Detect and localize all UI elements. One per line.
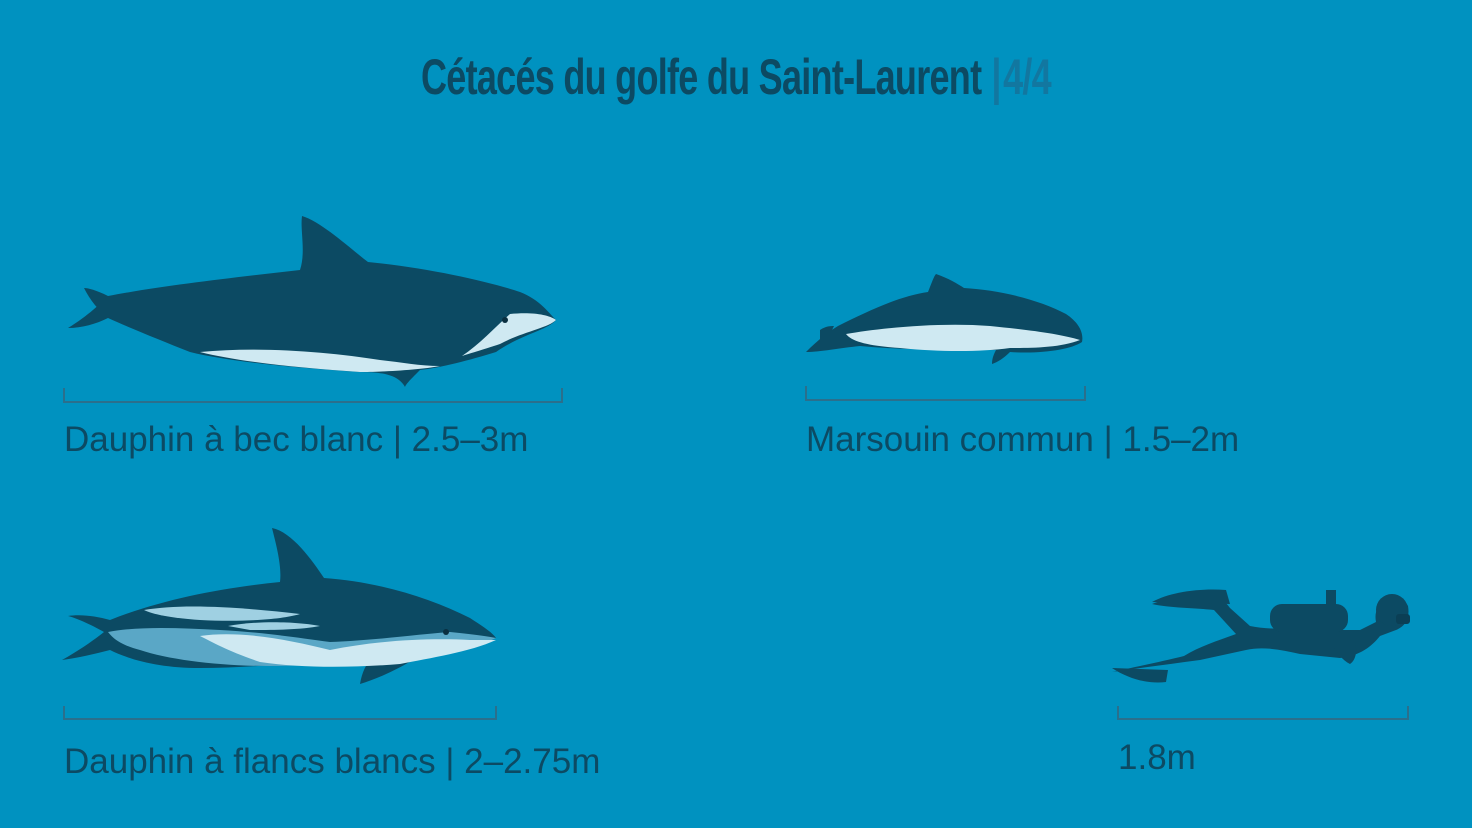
page-title: Cétacés du golfe du Saint-Laurent | 4/4 — [206, 48, 1266, 106]
harbour-porpoise-belly — [846, 324, 1080, 351]
harbour-porpoise-fluke — [820, 326, 834, 348]
white-sided-dolphin-white-patch — [144, 606, 300, 621]
diver-label: 1.8m — [1118, 738, 1196, 777]
harbour-porpoise-illustration — [805, 274, 1086, 401]
white-beaked-dolphin-illustration — [63, 216, 563, 403]
white-beaked-dolphin-scale-bar — [63, 388, 563, 403]
page-indicator: 4/4 — [1003, 49, 1052, 105]
harbour-porpoise-scale-bar — [805, 386, 1086, 401]
white-beaked-dolphin-body — [68, 216, 556, 387]
white-beaked-dolphin-label: Dauphin à bec blanc | 2.5–3m — [64, 420, 529, 459]
diver-arm — [1330, 640, 1357, 664]
white-sided-dolphin-label: Dauphin à flancs blancs | 2–2.75m — [64, 742, 601, 781]
diver-tank-valve — [1326, 590, 1336, 606]
white-beaked-dolphin-belly — [200, 349, 440, 372]
white-beaked-dolphin-eye — [502, 317, 508, 323]
scuba-diver-illustration — [1112, 589, 1410, 720]
white-sided-dolphin-illustration — [62, 528, 497, 720]
diver-body — [1112, 594, 1409, 672]
white-sided-dolphin-scale-bar — [63, 706, 497, 720]
white-beaked-dolphin-beak — [462, 313, 556, 356]
diver-scale-bar — [1117, 706, 1409, 720]
title-separator: | — [991, 49, 1001, 105]
white-sided-dolphin-eye — [443, 629, 449, 635]
harbour-porpoise-label: Marsouin commun | 1.5–2m — [806, 420, 1240, 459]
diver-lower-fin — [1112, 668, 1168, 683]
title-text: Cétacés du golfe du Saint-Laurent — [421, 49, 982, 105]
diver-mask — [1396, 614, 1410, 624]
white-beaked-dolphin-fluke — [84, 288, 108, 318]
white-sided-dolphin-stripe — [228, 622, 320, 630]
diver-upper-fin — [1152, 589, 1230, 604]
white-sided-dolphin-belly — [200, 634, 496, 667]
diver-air-tank — [1270, 604, 1348, 632]
